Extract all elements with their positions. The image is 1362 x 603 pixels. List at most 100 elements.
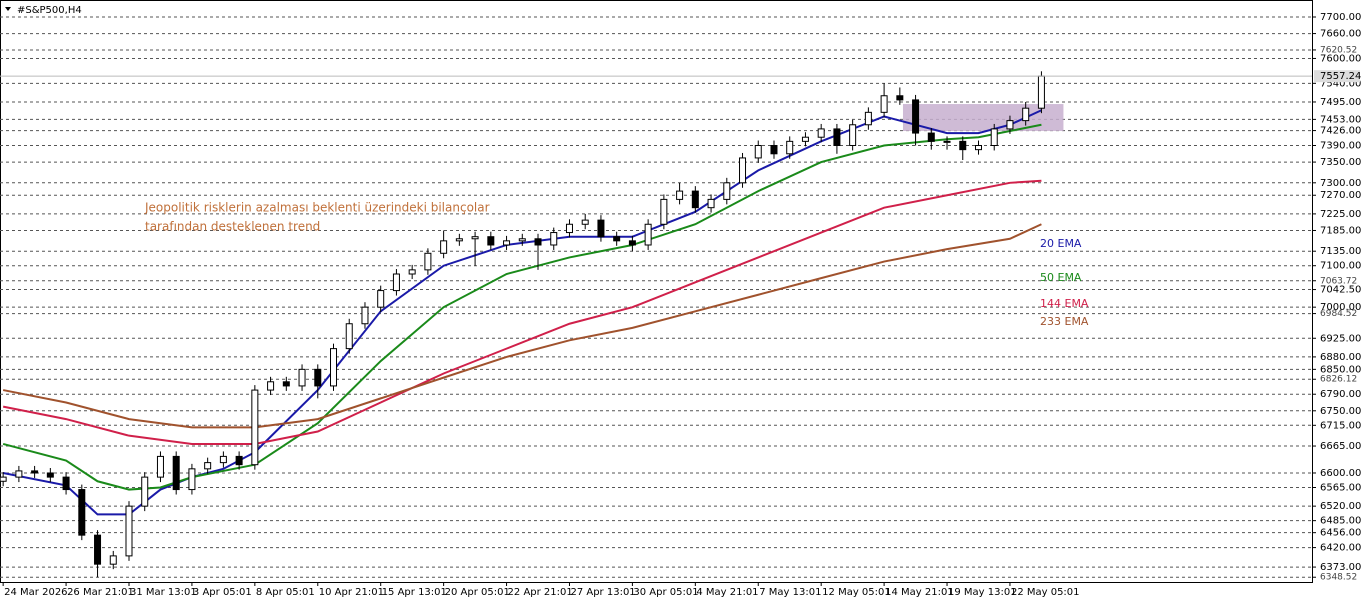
y-tick-label: 6520.00 (1320, 501, 1361, 512)
y-tick-label: 7390.00 (1320, 141, 1361, 152)
candle-body (896, 95, 904, 101)
candle-body (267, 381, 275, 391)
candle-body (46, 472, 54, 478)
candle-body (707, 198, 715, 209)
y-tick-label: 7453.00 (1320, 114, 1361, 125)
y-tick-label: 6750.00 (1320, 406, 1361, 417)
x-tick-label: 10 Apr 21:01 (319, 587, 384, 598)
y-tick-label: 7620.52 (1320, 45, 1357, 55)
candle-body (125, 505, 133, 557)
candle-body (644, 223, 652, 246)
candle-body (849, 124, 857, 147)
y-tick-label: 6925.00 (1320, 333, 1361, 344)
candle-body (833, 128, 841, 147)
y-tick-label: 6665.00 (1320, 441, 1361, 452)
candle-body (487, 236, 495, 246)
y-tick-label: 6485.00 (1320, 516, 1361, 527)
candle-body (314, 368, 322, 387)
candle-body (455, 238, 463, 242)
candle-body (361, 306, 369, 325)
menu-arrow[interactable] (5, 7, 11, 11)
x-tick-label: 8 Apr 05:01 (256, 587, 315, 598)
candle-body (817, 128, 825, 138)
candle-body (801, 136, 809, 142)
candle-body (786, 140, 794, 155)
candle-body (188, 468, 196, 491)
candle-body (534, 238, 542, 246)
x-tick-label: 26 Mar 21:01 (67, 587, 134, 598)
annotation: Jeopolitik risklerin azalması beklenti ü… (144, 201, 490, 215)
y-tick-label: 6715.00 (1320, 420, 1361, 431)
candle-body (990, 128, 998, 147)
candle-body (864, 111, 872, 126)
x-tick-label: 15 Apr 13:01 (382, 587, 447, 598)
ema-line (2, 179, 1042, 445)
candle-body (282, 381, 290, 387)
x-tick-label: 12 May 05:01 (822, 587, 891, 598)
candle-body (770, 145, 778, 155)
x-tick-label: 24 Mar 2026 (4, 587, 67, 598)
candle-body (440, 240, 448, 254)
y-tick-label: 7426.00 (1320, 126, 1361, 137)
candle-body (424, 252, 432, 271)
y-tick-label: 7495.00 (1320, 97, 1361, 108)
candle-body (723, 182, 731, 200)
y-tick-label: 7540.00 (1320, 78, 1361, 89)
candle-body (912, 99, 920, 134)
legend-label: 144 EMA (1040, 297, 1089, 310)
candle-body (330, 348, 338, 387)
candle-body (408, 269, 416, 275)
y-tick-label: 6373.00 (1320, 562, 1361, 573)
y-tick-label: 7063.72 (1320, 276, 1357, 286)
y-tick-label: 7350.00 (1320, 157, 1361, 168)
candle-body (880, 95, 888, 113)
candle-body (613, 236, 621, 242)
candle-body (156, 455, 164, 478)
y-tick-label: 6826.12 (1320, 375, 1357, 385)
y-tick-label: 7300.00 (1320, 178, 1361, 189)
candle-body (219, 455, 227, 464)
candle-body (565, 223, 573, 234)
legend-label: 233 EMA (1040, 315, 1089, 328)
candle-body (204, 462, 212, 470)
candle-body (62, 476, 70, 491)
y-tick-label: 6790.00 (1320, 389, 1361, 400)
y-tick-label: 6984.52 (1320, 309, 1357, 319)
y-tick-label: 6880.00 (1320, 352, 1361, 363)
candle-body (345, 323, 353, 350)
candle-body (581, 219, 589, 225)
candle-body (141, 476, 149, 507)
x-tick-label: 22 May 05:01 (1011, 587, 1080, 598)
candle-body (392, 273, 400, 292)
candle-body (251, 389, 259, 466)
x-tick-label: 31 Mar 13:01 (130, 587, 197, 598)
candle-body (754, 145, 762, 159)
candle-body (518, 238, 526, 242)
x-tick-label: 30 Apr 05:01 (633, 587, 698, 598)
price-label: 7557.24 (1320, 71, 1361, 82)
candle-body (298, 368, 306, 387)
candle-body (1006, 120, 1014, 130)
x-tick-label: 4 May 21:01 (696, 587, 758, 598)
y-tick-label: 7660.00 (1320, 29, 1361, 40)
candle-body (1037, 75, 1045, 109)
candle-body (943, 140, 951, 143)
y-tick-label: 7135.00 (1320, 246, 1361, 257)
y-tick-label: 7185.00 (1320, 225, 1361, 236)
candle-body (628, 240, 636, 246)
candle-body (503, 240, 511, 246)
y-tick-label: 6565.00 (1320, 482, 1361, 493)
annotation: tarafından desteklenen trend (145, 220, 320, 234)
legend-label: 50 EMA (1040, 271, 1082, 284)
candle-body (959, 140, 967, 151)
candle-body (676, 190, 684, 200)
candle-body (31, 470, 39, 474)
x-tick-label: 27 Apr 13:01 (570, 587, 635, 598)
candle-body (691, 190, 699, 209)
x-tick-label: 22 Apr 21:01 (508, 587, 573, 598)
y-tick-label: 7270.00 (1320, 190, 1361, 201)
ema-line (2, 223, 1042, 429)
candle-body (94, 534, 102, 565)
